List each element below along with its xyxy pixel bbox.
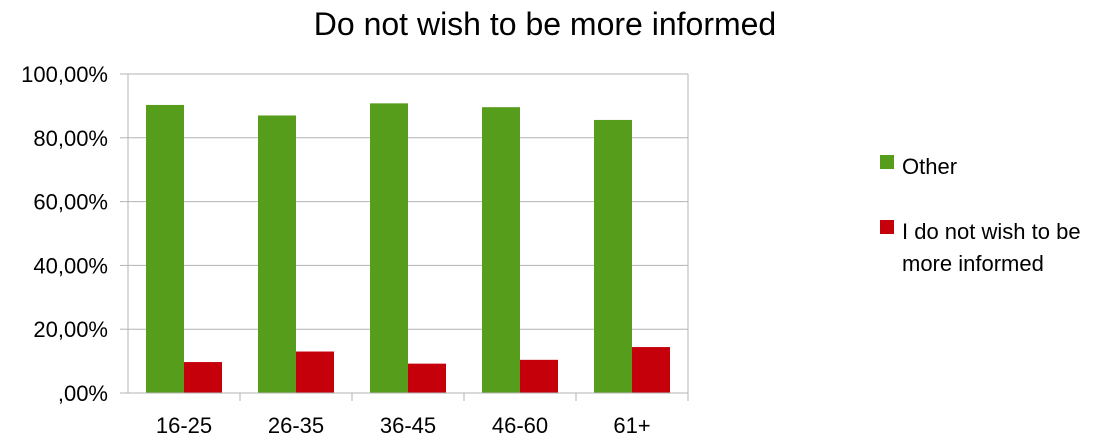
bar-other-61+ bbox=[594, 119, 632, 393]
bar-other-46-60 bbox=[482, 107, 520, 394]
x-tick-label: 61+ bbox=[613, 413, 650, 438]
bar-not-wish-36-45 bbox=[408, 363, 446, 393]
bar-not-wish-46-60 bbox=[520, 359, 558, 393]
y-tick-label: 80,00% bbox=[33, 126, 108, 151]
x-tick-label: 26-35 bbox=[268, 413, 324, 438]
legend-label: I do not wish to be bbox=[902, 219, 1081, 244]
x-tick-label: 36-45 bbox=[380, 413, 436, 438]
y-axis-ticks: ,00% 20,00% 40,00% 60,00% 80,00% 100,00% bbox=[21, 62, 128, 406]
legend-swatch bbox=[880, 220, 894, 234]
axes bbox=[127, 74, 689, 394]
bar-other-26-35 bbox=[258, 115, 296, 393]
y-tick-label: 60,00% bbox=[33, 190, 108, 215]
bar-other-36-45 bbox=[370, 103, 408, 394]
y-tick-label: ,00% bbox=[58, 381, 108, 406]
y-tick-label: 100,00% bbox=[21, 62, 108, 87]
bar-not-wish-26-35 bbox=[296, 351, 334, 393]
bar-not-wish-61+ bbox=[632, 347, 670, 393]
bar-other-16-25 bbox=[146, 104, 184, 394]
legend: Other I do not wish to be more informed bbox=[880, 154, 1081, 276]
bars bbox=[146, 103, 670, 394]
legend-label: more informed bbox=[902, 251, 1044, 276]
y-tick-label: 40,00% bbox=[33, 253, 108, 278]
x-tick-label: 16-25 bbox=[156, 413, 212, 438]
legend-swatch bbox=[880, 155, 894, 169]
legend-label: Other bbox=[902, 154, 957, 179]
x-tick-label: 46-60 bbox=[492, 413, 548, 438]
bar-not-wish-16-25 bbox=[184, 362, 222, 393]
y-tick-label: 20,00% bbox=[33, 317, 108, 342]
x-axis-ticks: 16-25 26-35 36-45 46-60 61+ bbox=[156, 393, 689, 438]
chart-title: Do not wish to be more informed bbox=[314, 6, 776, 42]
